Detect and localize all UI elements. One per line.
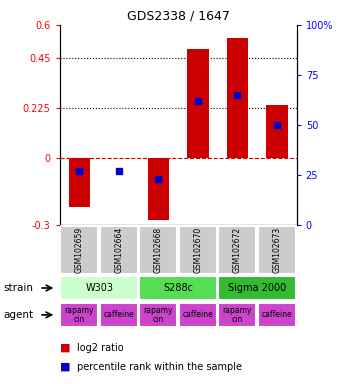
Bar	[60, 276, 138, 300]
Text: rapamy
cin: rapamy cin	[223, 306, 252, 324]
Bar	[139, 303, 177, 327]
Text: GSM102673: GSM102673	[272, 227, 281, 273]
Bar	[179, 226, 217, 273]
Bar	[258, 226, 296, 273]
Text: GSM102664: GSM102664	[115, 227, 123, 273]
Text: GSM102668: GSM102668	[154, 227, 163, 273]
Text: rapamy
cin: rapamy cin	[65, 306, 94, 324]
Bar	[139, 276, 217, 300]
Text: percentile rank within the sample: percentile rank within the sample	[77, 362, 242, 372]
Bar	[187, 50, 209, 158]
Text: GSM102672: GSM102672	[233, 227, 242, 273]
Bar	[219, 226, 256, 273]
Text: ■: ■	[60, 343, 70, 353]
Text: agent: agent	[3, 310, 33, 320]
Bar	[219, 303, 256, 327]
Bar	[69, 158, 90, 207]
Text: caffeine: caffeine	[262, 310, 292, 319]
Text: log2 ratio: log2 ratio	[77, 343, 123, 353]
Bar	[148, 158, 169, 220]
Text: ■: ■	[60, 362, 70, 372]
Bar	[226, 38, 248, 158]
Bar	[139, 226, 177, 273]
Text: caffeine: caffeine	[104, 310, 134, 319]
Text: W303: W303	[85, 283, 113, 293]
Bar	[100, 303, 138, 327]
Title: GDS2338 / 1647: GDS2338 / 1647	[127, 9, 229, 22]
Bar	[60, 226, 99, 273]
Bar	[258, 303, 296, 327]
Bar	[100, 226, 138, 273]
Text: rapamy
cin: rapamy cin	[144, 306, 173, 324]
Bar	[179, 303, 217, 327]
Text: S288c: S288c	[163, 283, 193, 293]
Bar	[266, 105, 288, 158]
Text: caffeine: caffeine	[182, 310, 213, 319]
Bar	[60, 303, 99, 327]
Text: strain: strain	[3, 283, 33, 293]
Text: Sigma 2000: Sigma 2000	[228, 283, 286, 293]
Text: GSM102659: GSM102659	[75, 227, 84, 273]
Bar	[219, 276, 296, 300]
Text: GSM102670: GSM102670	[193, 227, 203, 273]
